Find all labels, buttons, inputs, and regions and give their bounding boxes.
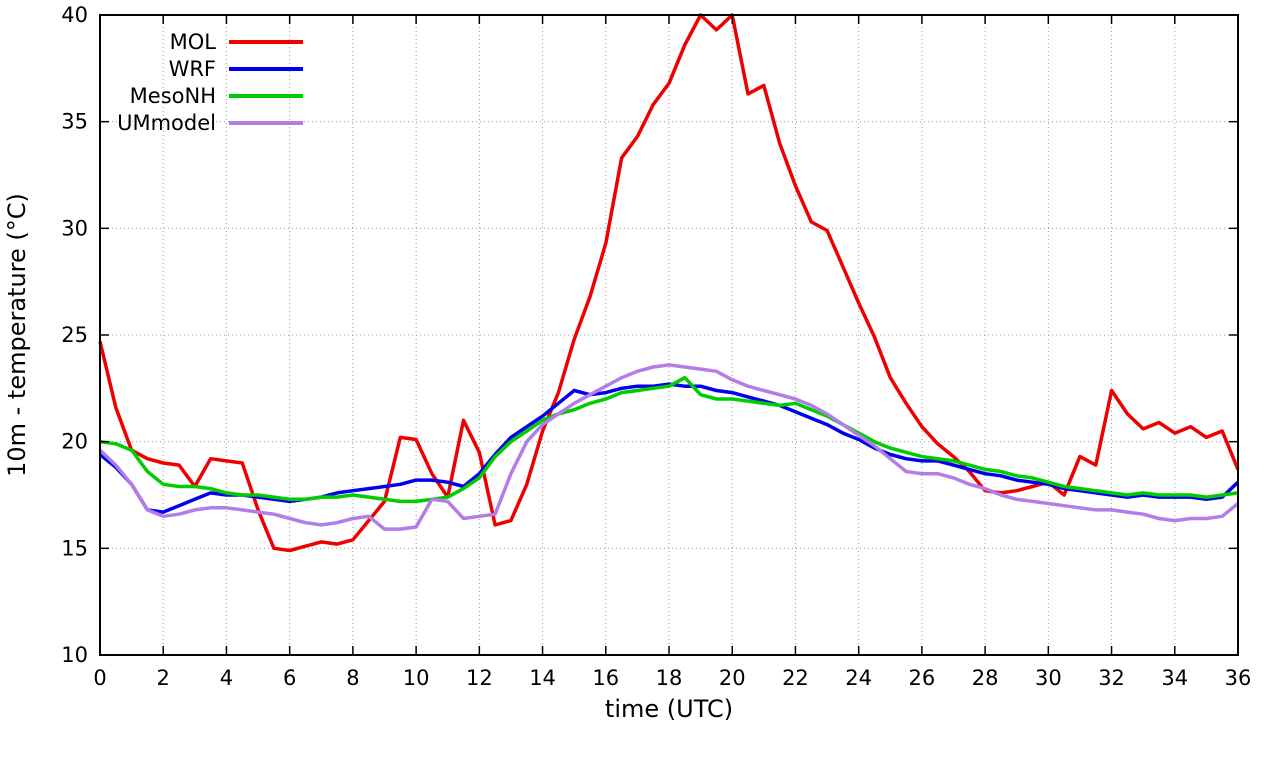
legend-label-MesoNH: MesoNH xyxy=(130,84,216,108)
y-tick-label: 30 xyxy=(61,216,88,240)
x-tick-label: 18 xyxy=(656,666,683,690)
y-tick-label: 20 xyxy=(61,430,88,454)
x-tick-label: 26 xyxy=(909,666,936,690)
x-tick-label: 6 xyxy=(283,666,296,690)
x-tick-label: 0 xyxy=(93,666,106,690)
x-tick-label: 30 xyxy=(1035,666,1062,690)
plot-frame xyxy=(99,14,1239,656)
x-tick-label: 12 xyxy=(466,666,493,690)
series-line-WRF xyxy=(98,382,1240,514)
tick-labels: 0 2 4 6 8 10 12 14 16 18 20 22 24 26 28 30 32 34 361015202… xyxy=(61,3,1251,690)
legend-label-UMmodel: UMmodel xyxy=(117,111,216,135)
grid-lines xyxy=(99,14,1239,656)
y-tick-label: 25 xyxy=(61,323,88,347)
legend: MOL WRF MesoNH UMmodel xyxy=(117,30,303,135)
x-tick-label: 34 xyxy=(1161,666,1188,690)
x-tick-label: 10 xyxy=(403,666,430,690)
y-tick-label: 40 xyxy=(61,3,88,27)
x-tick-label: 4 xyxy=(220,666,233,690)
y-tick-label: 35 xyxy=(61,110,88,134)
x-tick-label: 24 xyxy=(845,666,872,690)
series-line-MesoNH xyxy=(99,375,1239,504)
y-axis-title: 10m - temperature (°C) xyxy=(3,193,31,477)
x-tick-label: 20 xyxy=(719,666,746,690)
y-tick-label: 15 xyxy=(61,536,88,560)
x-tick-label: 32 xyxy=(1098,666,1125,690)
x-tick-label: 8 xyxy=(346,666,359,690)
x-tick-label: 22 xyxy=(782,666,809,690)
y-tick-label: 10 xyxy=(61,643,88,667)
legend-label-WRF: WRF xyxy=(169,57,216,81)
x-tick-label: 36 xyxy=(1225,666,1252,690)
x-tick-label: 14 xyxy=(529,666,556,690)
series-line-UMmodel xyxy=(98,363,1240,531)
legend-label-MOL: MOL xyxy=(170,30,217,54)
x-axis-title: time (UTC) xyxy=(605,695,733,723)
x-tick-label: 16 xyxy=(592,666,619,690)
x-tick-label: 2 xyxy=(157,666,170,690)
data-series xyxy=(98,13,1240,553)
x-tick-label: 28 xyxy=(972,666,999,690)
